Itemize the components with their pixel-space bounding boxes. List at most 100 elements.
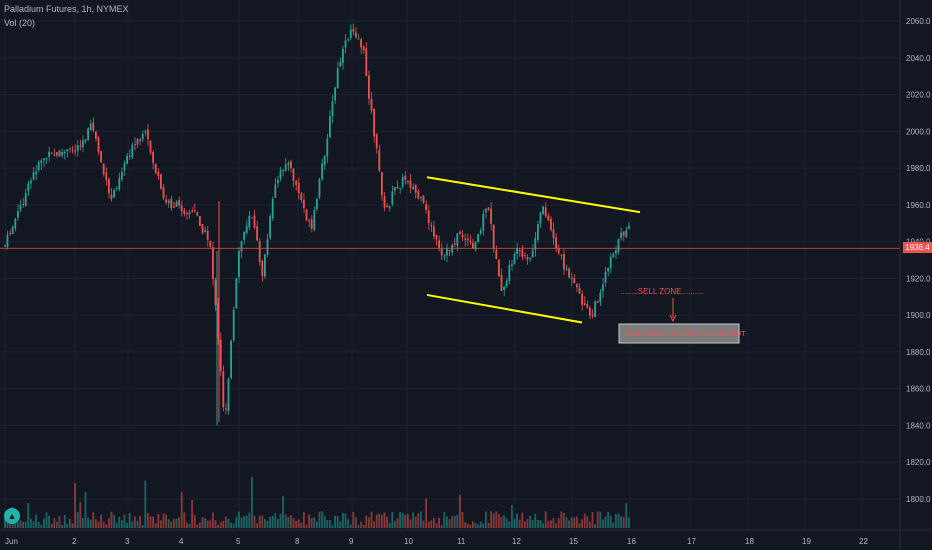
volume-bar <box>482 523 485 528</box>
volume-bar <box>32 521 35 528</box>
time-axis[interactable]: Jun 2 3 4 5 8 9 10 11 12 15 16 17 18 19 22 <box>5 537 868 546</box>
volume-bar <box>487 522 490 528</box>
volume-bar <box>370 511 373 528</box>
volume-bar <box>201 517 204 528</box>
price-axis[interactable]: 2060.02040.02020.02000.01980.01960.01940… <box>906 17 931 504</box>
time-tick-label: 4 <box>179 537 184 546</box>
candle-body <box>4 245 6 247</box>
tradingview-logo-icon[interactable]: ▲ <box>4 508 20 524</box>
volume-bar <box>69 518 71 528</box>
volume-bar <box>607 512 609 528</box>
candle-body <box>113 189 115 198</box>
volume-bar <box>594 524 596 528</box>
volume-bar <box>576 516 578 528</box>
volume-bar <box>97 521 100 528</box>
candle-body <box>323 155 326 166</box>
candle-body <box>58 150 61 157</box>
volume-bar <box>196 524 199 528</box>
candle-body <box>152 152 154 163</box>
volume-bar <box>282 495 284 528</box>
candle-body <box>199 216 201 226</box>
price-tick-label: 1980.0 <box>906 164 931 173</box>
volume-bar <box>287 517 290 528</box>
candle-body <box>524 254 526 256</box>
candle-body <box>24 192 27 206</box>
volume-bar <box>147 513 149 528</box>
volume-bar <box>336 516 339 528</box>
candle-body <box>360 39 362 48</box>
grid-lines <box>0 0 932 531</box>
volume-bar <box>230 522 232 528</box>
candle-body <box>128 155 131 157</box>
volume-bar <box>563 512 565 528</box>
volume-bar <box>578 523 581 528</box>
volume-bar <box>539 520 542 528</box>
volume-bar <box>453 516 456 528</box>
symbol-title[interactable]: Palladium Futures, 1h, NYMEX <box>4 4 129 14</box>
candle-body <box>373 108 375 137</box>
volume-bar <box>108 518 110 528</box>
candle-body <box>581 293 583 305</box>
time-tick-label: 3 <box>125 537 130 546</box>
volume-bar <box>4 518 6 528</box>
volume-bar <box>599 511 602 528</box>
candle-body <box>134 144 136 146</box>
candle-body <box>550 218 552 230</box>
candle-body <box>607 268 609 272</box>
volume-bar <box>167 518 170 528</box>
candle-body <box>209 240 212 247</box>
candle-body <box>110 194 113 200</box>
volume-bar <box>464 522 466 528</box>
price-tick-label: 1920.0 <box>906 274 931 283</box>
volume-bar <box>6 521 9 528</box>
volume-bar <box>92 512 95 528</box>
volume-bar <box>615 514 617 528</box>
candle-body <box>251 217 253 219</box>
volume-bar <box>82 517 84 528</box>
candle-body <box>508 265 511 282</box>
candle-body <box>334 87 336 101</box>
candle-body <box>316 199 318 210</box>
volume-bar <box>407 513 409 528</box>
candle-body <box>500 275 503 291</box>
volume-bar <box>258 515 261 528</box>
volume-bar <box>214 520 217 528</box>
candle-body <box>599 292 602 303</box>
volume-bar <box>74 483 76 528</box>
volume-bar <box>35 514 37 528</box>
volume-indicator-label[interactable]: Vol (20) <box>4 18 36 28</box>
volume-bar <box>139 515 141 528</box>
candle-body <box>160 174 162 189</box>
candle-body <box>303 199 305 209</box>
candle-body <box>235 278 238 309</box>
candle-body <box>100 151 102 163</box>
candle-body <box>219 339 222 372</box>
volume-bar <box>95 519 97 528</box>
volume-bar <box>544 511 547 528</box>
candle-body <box>602 284 604 292</box>
volume-bar <box>427 521 430 528</box>
candle-body <box>269 216 271 239</box>
candle-body <box>617 238 620 252</box>
candle-body <box>48 151 50 157</box>
candle-body <box>451 245 453 253</box>
channel-upper-line <box>426 176 641 214</box>
volume-bar <box>511 505 513 528</box>
volume-bar <box>248 512 251 528</box>
candle-body <box>407 181 409 183</box>
volume-bar <box>451 516 453 528</box>
volume-bar <box>518 519 521 528</box>
volume-bar <box>461 512 464 528</box>
candle-body <box>50 153 53 155</box>
volume-bar <box>232 523 235 528</box>
volume-bar <box>162 513 165 528</box>
candle-body <box>6 234 9 247</box>
time-tick-label: 18 <box>745 537 754 546</box>
candle-body <box>102 163 105 174</box>
candle-body <box>180 205 183 212</box>
candle-body <box>204 229 206 232</box>
candle-body <box>425 204 427 210</box>
volume-bar <box>266 520 269 528</box>
candle-body <box>391 191 394 205</box>
volume-bar <box>547 521 550 528</box>
